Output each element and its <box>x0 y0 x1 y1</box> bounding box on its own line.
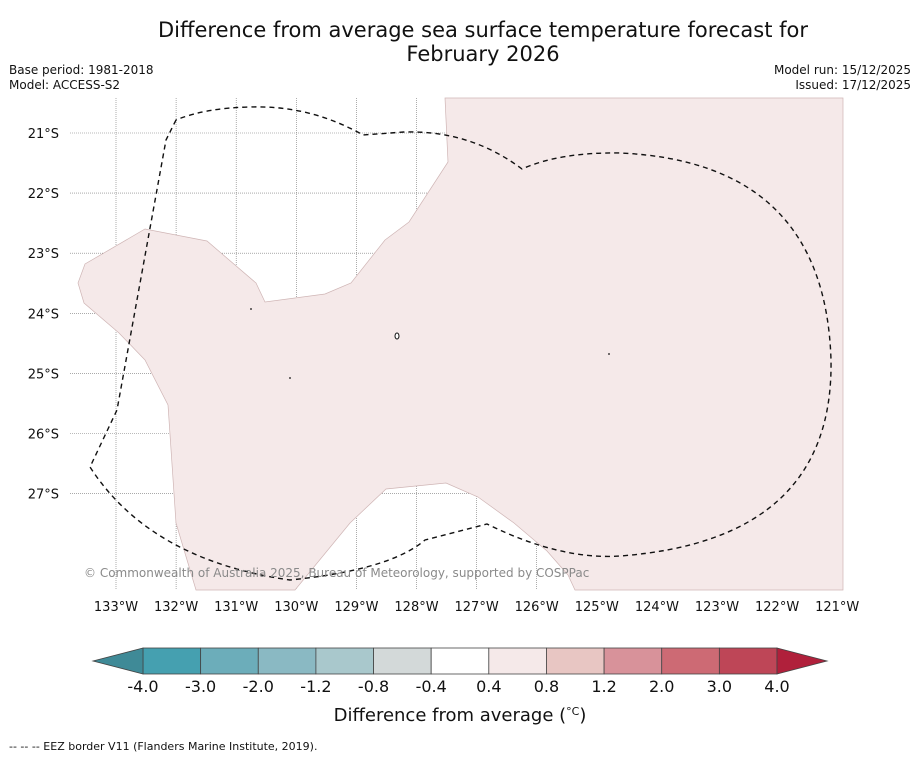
lat-tick-label: 23°S <box>28 247 59 262</box>
issued-date: Issued: 17/12/2025 <box>795 78 911 92</box>
colorbar: -4.0 -3.0 -2.0 -1.2 -0.8 -0.4 0.4 0.8 1.2 2.0 3.0 4… <box>91 647 829 726</box>
base-period: Base period: 1981-2018 <box>9 63 154 77</box>
colorbar-segment <box>257 647 317 675</box>
colorbar-tick: -3.0 <box>185 677 216 696</box>
lon-tick-label: 122°W <box>755 600 799 615</box>
eez-footnote: -- -- -- EEZ border V11 (Flanders Marine… <box>9 740 318 753</box>
colorbar-segment <box>661 647 720 675</box>
lon-tick-label: 123°W <box>695 600 739 615</box>
colorbar-tick: 1.2 <box>591 677 616 696</box>
island <box>394 332 400 340</box>
colorbar-tick: -0.8 <box>358 677 389 696</box>
island <box>289 377 291 379</box>
longitude-axis: 133°W 132°W 131°W 130°W 129°W 128°W 127°W 126°W… <box>94 600 860 615</box>
lat-tick-label: 27°S <box>28 488 59 503</box>
anomaly-region-0.4-to-0.8 <box>77 97 844 591</box>
colorbar-tick: 0.4 <box>476 677 501 696</box>
colorbar-under-arrow <box>91 647 144 675</box>
colorbar-label: Difference from average (°C) <box>334 705 587 726</box>
lat-tick-label: 22°S <box>28 187 59 202</box>
lon-tick-label: 124°W <box>635 600 679 615</box>
model-run: Model run: 15/12/2025 <box>773 63 911 77</box>
lat-tick-label: 24°S <box>28 307 59 322</box>
lon-tick-label: 128°W <box>394 600 438 615</box>
colorbar-segment <box>142 647 202 675</box>
colorbar-segment <box>603 647 663 675</box>
colorbar-tick: -2.0 <box>243 677 274 696</box>
map-title: Difference from average sea surface temp… <box>0 18 919 66</box>
lon-tick-label: 129°W <box>334 600 378 615</box>
map-area: 21°S22°S23°S24°S25°S26°S27°S 133°W 132°W 1… <box>28 97 860 615</box>
colorbar-tick: -4.0 <box>127 677 158 696</box>
lat-tick-label: 26°S <box>28 428 59 443</box>
colorbar-segment <box>373 647 432 675</box>
colorbar-tick: -1.2 <box>300 677 331 696</box>
island <box>608 353 610 355</box>
eez-border <box>89 106 832 581</box>
colorbar-segment <box>200 647 259 675</box>
meta-right: Model run: 15/12/2025 Issued: 17/12/2025 <box>774 63 911 93</box>
lon-tick-label: 133°W <box>94 600 138 615</box>
colorbar-tick: 2.0 <box>649 677 674 696</box>
lon-tick-label: 125°W <box>575 600 619 615</box>
title-line-1: Difference from average sea surface temp… <box>158 18 808 42</box>
lon-tick-label: 127°W <box>455 600 499 615</box>
latitude-axis: 21°S 22°S 23°S 24°S 25°S 26°S 27°S <box>28 127 59 503</box>
colorbar-tick: 4.0 <box>764 677 789 696</box>
lon-tick-label: 132°W <box>154 600 198 615</box>
title-line-2: February 2026 <box>406 42 560 66</box>
model-name: Model: ACCESS-S2 <box>9 78 121 92</box>
colorbar-segment <box>430 647 490 675</box>
colorbar-tick: 0.8 <box>534 677 559 696</box>
copyright-text: © Commonwealth of Australia 2025, Bureau… <box>84 566 589 580</box>
meta-left: Base period: 1981-2018 Model: ACCESS-S2 <box>9 63 154 93</box>
lon-tick-label: 131°W <box>214 600 258 615</box>
colorbar-over-arrow <box>776 647 829 675</box>
colorbar-segment <box>546 647 605 675</box>
lon-tick-label: 126°W <box>515 600 559 615</box>
lat-tick-label: 21°S <box>28 127 59 142</box>
lon-tick-label: 130°W <box>274 600 318 615</box>
colorbar-segment <box>315 647 374 675</box>
colorbar-segments <box>142 647 778 675</box>
colorbar-tick: -0.4 <box>416 677 447 696</box>
colorbar-tick-labels: -4.0 -3.0 -2.0 -1.2 -0.8 -0.4 0.4 0.8 1.2 2.0 3.0 4… <box>127 677 789 696</box>
lat-tick-label: 25°S <box>28 367 59 382</box>
colorbar-tick: 3.0 <box>707 677 732 696</box>
lon-tick-label: 121°W <box>815 600 859 615</box>
island <box>250 308 252 310</box>
colorbar-segment <box>488 647 547 675</box>
colorbar-segment <box>718 647 778 675</box>
